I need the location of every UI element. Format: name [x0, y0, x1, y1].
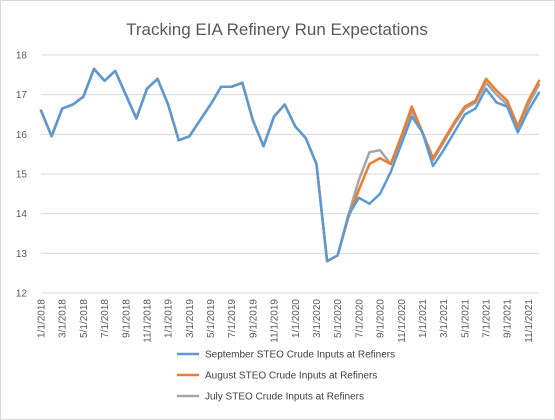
x-tick-label: 7/1/2019	[227, 299, 238, 338]
y-tick-label: 13	[16, 249, 28, 260]
x-tick-label: 5/1/2021	[460, 299, 471, 338]
x-tick-label: 3/1/2019	[185, 299, 196, 338]
legend: September STEO Crude Inputs at Refiners A…	[177, 350, 395, 403]
y-tick-label: 12	[16, 289, 28, 300]
series-line-1	[39, 67, 541, 263]
y-axis-ticks: 12 13 14 15 16 17 18	[16, 51, 28, 300]
x-tick-label: 11/1/2019	[270, 299, 281, 343]
x-axis-ticks: 1/1/2018 3/1/2018 5/1/2018 7/1/2018 9/1/2018…	[37, 299, 535, 343]
x-tick-label: 7/1/2021	[482, 299, 493, 338]
legend-label-1: August STEO Crude Inputs at Refiners	[205, 371, 377, 382]
x-tick-label: 9/1/2020	[376, 299, 387, 338]
x-tick-label: 1/1/2018	[37, 299, 48, 338]
x-tick-label: 11/1/2020	[397, 299, 408, 343]
x-tick-label: 9/1/2018	[121, 299, 132, 338]
y-tick-label: 18	[16, 51, 28, 62]
series-lines	[39, 67, 541, 263]
x-tick-label: 3/1/2020	[312, 299, 323, 338]
gridlines	[41, 54, 539, 294]
x-tick-label: 3/1/2021	[439, 299, 450, 338]
x-tick-label: 5/1/2020	[333, 299, 344, 338]
x-tick-label: 1/1/2021	[418, 299, 429, 338]
x-tick-label: 3/1/2018	[58, 299, 69, 338]
x-tick-label: 9/1/2021	[503, 299, 514, 338]
y-tick-label: 17	[16, 90, 28, 101]
x-tick-label: 5/1/2018	[79, 299, 90, 338]
series-line-0	[39, 67, 541, 263]
series-line-2	[39, 67, 541, 263]
y-tick-label: 15	[16, 170, 28, 181]
y-tick-label: 14	[16, 209, 28, 220]
x-tick-label: 11/1/2018	[142, 299, 153, 343]
x-tick-label: 1/1/2020	[291, 299, 302, 338]
legend-label-2: July STEO Crude Inputs at Refiners	[205, 392, 364, 403]
x-tick-label: 11/1/2021	[524, 299, 535, 343]
y-tick-label: 16	[16, 130, 28, 141]
legend-label-0: September STEO Crude Inputs at Refiners	[205, 350, 395, 361]
x-tick-label: 1/1/2019	[164, 299, 175, 338]
x-tick-label: 5/1/2019	[206, 299, 217, 338]
x-tick-label: 7/1/2020	[354, 299, 365, 338]
chart-title: Tracking EIA Refinery Run Expectations	[126, 20, 428, 39]
x-tick-label: 7/1/2018	[100, 299, 111, 338]
x-tick-label: 9/1/2019	[248, 299, 259, 338]
